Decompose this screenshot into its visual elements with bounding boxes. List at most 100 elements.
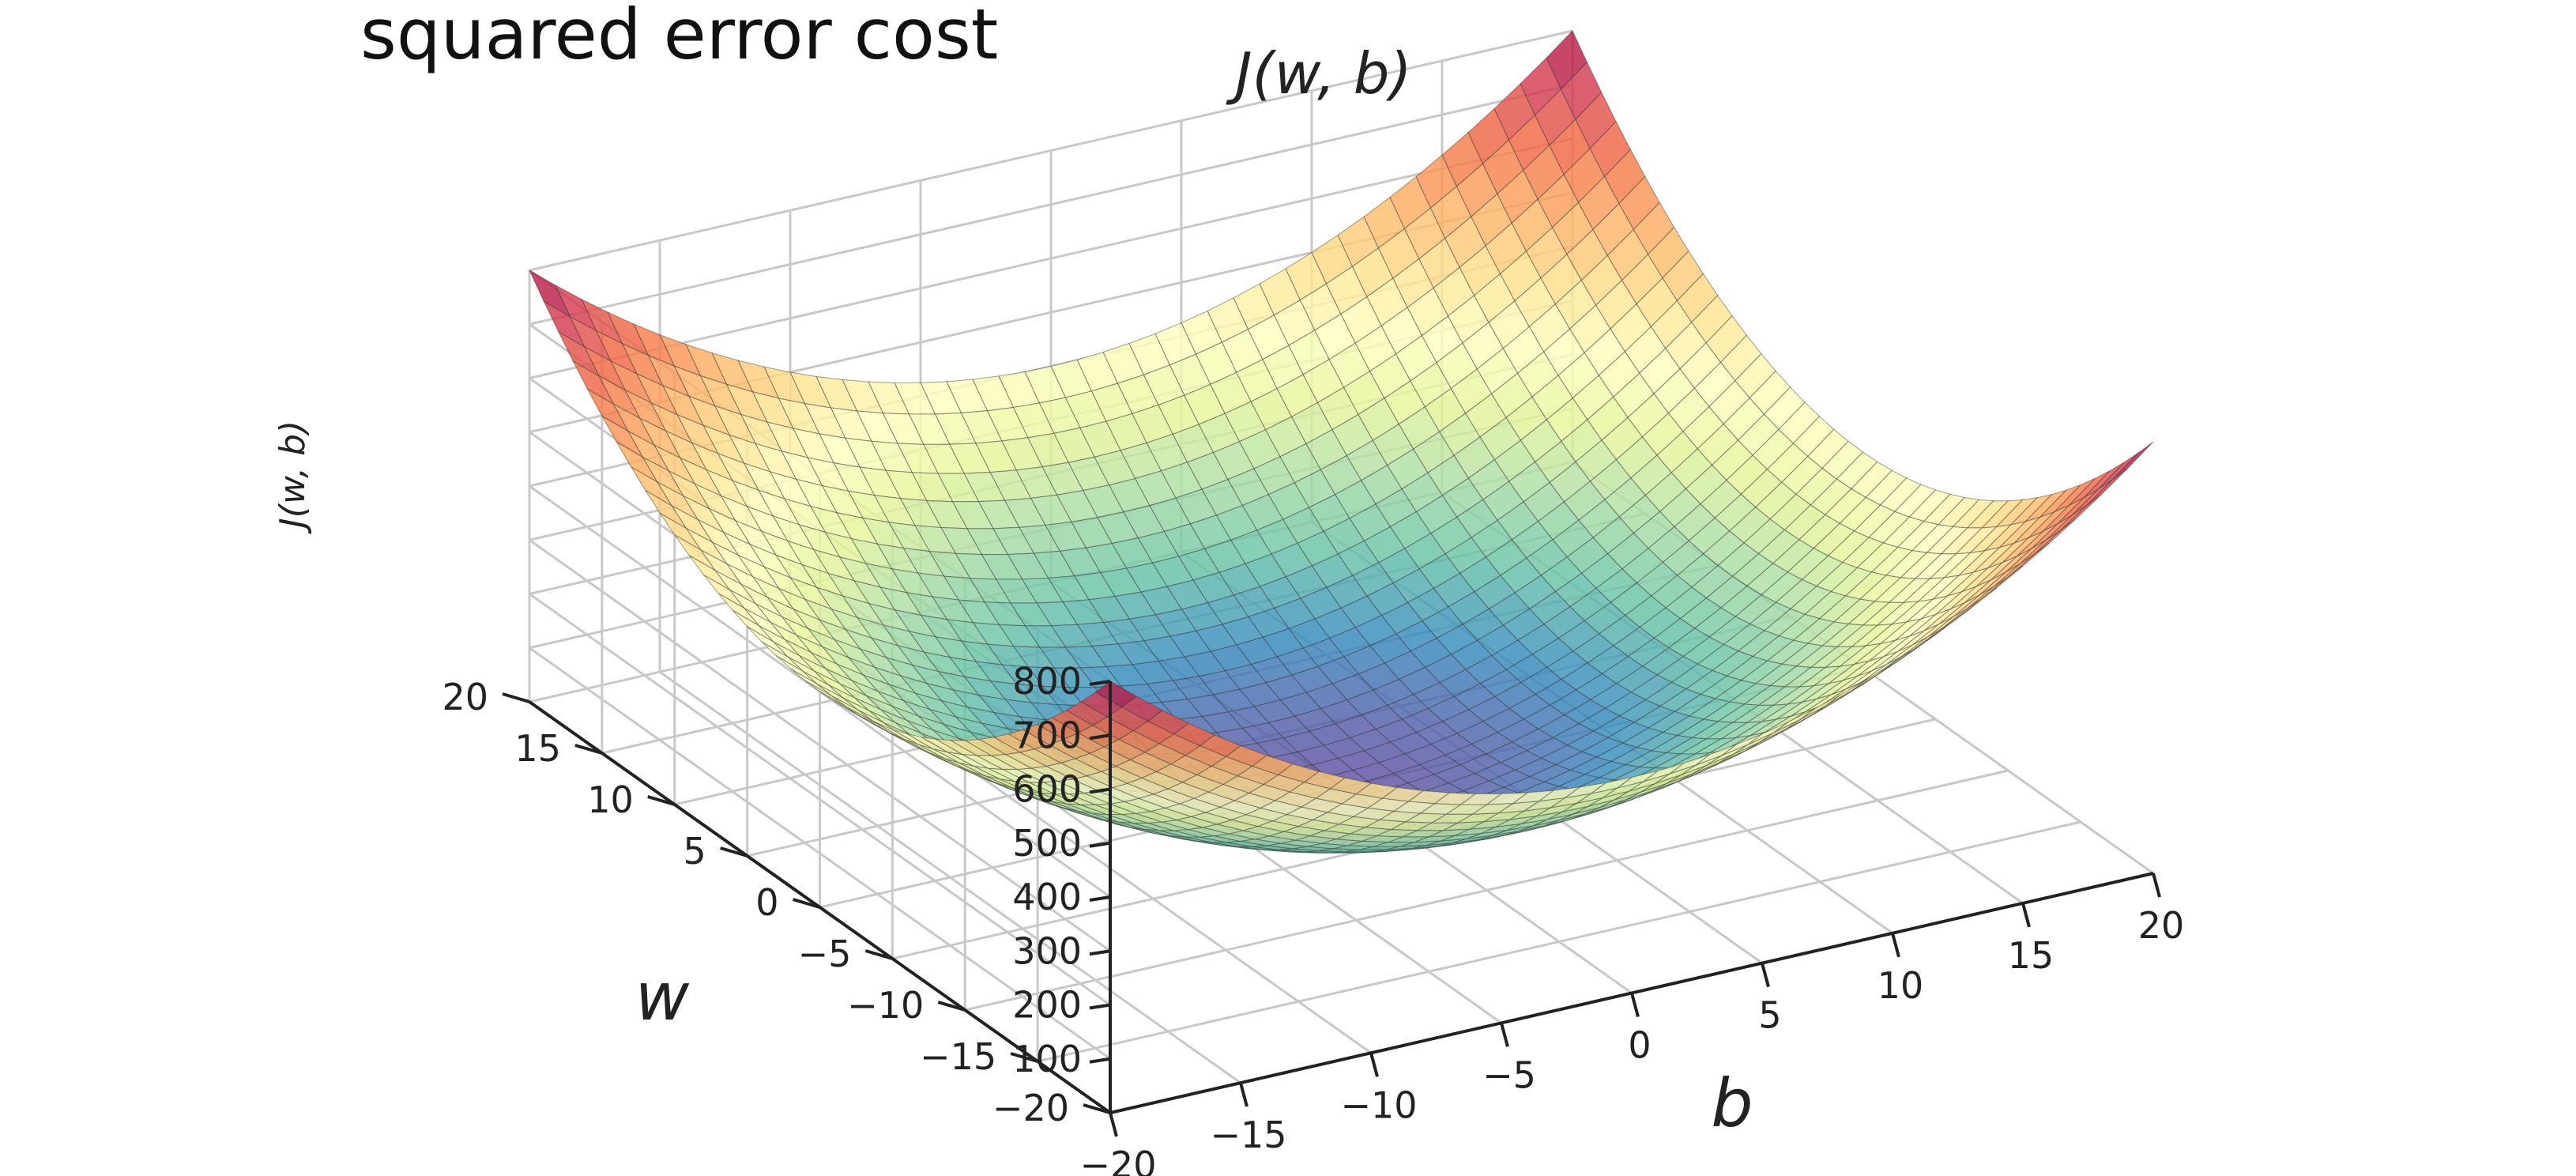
surface-patch — [977, 737, 1022, 756]
b-tick — [1109, 1112, 1118, 1137]
z-tick-label: 600 — [1012, 768, 1082, 811]
surface-patch — [766, 597, 808, 629]
surface-patch — [913, 692, 958, 718]
surface-patch — [1921, 591, 1963, 620]
surface-patch — [612, 402, 656, 447]
surface-patch — [1558, 806, 1600, 821]
grid-line — [529, 83, 1573, 326]
b-tick — [1500, 1022, 1509, 1047]
surface-patch — [892, 729, 934, 750]
surface-patch — [849, 709, 890, 733]
surface-patch — [1025, 790, 1067, 805]
surface-patch — [1845, 664, 1887, 690]
surface-patch — [597, 375, 641, 420]
surface-patch — [1662, 715, 1705, 737]
surface-patch — [947, 752, 989, 769]
b-tick-label: 10 — [1877, 964, 1924, 1007]
w-tick-label: −15 — [920, 1035, 996, 1078]
b-tick-label: 0 — [1628, 1024, 1651, 1067]
surface-patch — [1630, 674, 1673, 701]
surface-patch — [1747, 721, 1789, 745]
surface-patch — [1211, 756, 1253, 777]
surface-patch — [554, 284, 597, 332]
tick-labels: −20 −15 −10 −5 0 5 10 15 20 −20 −15 −10 −5 0 5 10 15 20 10… — [442, 660, 2184, 1176]
surface-patch — [1094, 680, 1138, 708]
w-tick — [937, 1001, 966, 1012]
surface-patch — [1636, 277, 1678, 328]
surface-patch — [1441, 709, 1485, 734]
surface-patch — [755, 443, 797, 481]
surface-patch — [1170, 835, 1212, 843]
b-tick — [1630, 992, 1640, 1018]
surface-patch — [786, 540, 830, 575]
surface-patch — [819, 691, 861, 717]
surface-patch — [1092, 812, 1134, 824]
w-tick — [1010, 1052, 1038, 1063]
surface-patch — [1876, 601, 1920, 626]
surface-patch — [992, 733, 1036, 753]
surface-patch — [1909, 609, 1951, 637]
surface-patch — [868, 710, 910, 735]
surface-patch — [623, 389, 667, 432]
surface-patch — [769, 471, 812, 507]
w-tick — [502, 692, 530, 703]
surface-patch — [737, 360, 780, 399]
surface-patch — [1509, 807, 1551, 820]
surface-patch — [1721, 721, 1762, 740]
w-tick — [720, 846, 748, 858]
surface-patch — [1669, 754, 1711, 775]
surface-patch — [1184, 744, 1227, 767]
surface-patch — [755, 603, 797, 636]
surface-patch — [877, 723, 919, 745]
z-tick-label: 100 — [1012, 1038, 1082, 1080]
w-tick-label: −20 — [992, 1087, 1069, 1129]
surface-patch — [1865, 469, 1908, 506]
surface-patch — [1964, 571, 2006, 604]
surface-patch — [1469, 819, 1511, 830]
surface-patch — [1584, 799, 1626, 815]
surface-patch — [1118, 821, 1160, 831]
surface-patch — [1497, 801, 1539, 814]
surface-patch — [1514, 575, 1557, 610]
b-tick — [2152, 873, 2161, 898]
surface-patch — [1492, 825, 1534, 836]
surface-patch — [1007, 729, 1051, 750]
surface-patch — [1022, 723, 1065, 745]
surface-patch — [1734, 594, 1777, 625]
z-tick — [1089, 787, 1111, 794]
w-tick-label: 15 — [514, 727, 561, 770]
surface-patch — [1311, 812, 1355, 825]
surface-patch — [1297, 819, 1341, 831]
surface-patch — [1163, 803, 1207, 817]
surface-patch — [2083, 462, 2125, 499]
z-tick — [1089, 1057, 1111, 1064]
surface-patch — [2112, 441, 2154, 481]
surface-patch — [1066, 803, 1108, 816]
surface-patch — [1761, 571, 1803, 603]
surface-patch — [1326, 803, 1369, 817]
surface-patch — [1132, 822, 1174, 831]
surface-patch — [2009, 493, 2054, 526]
surface-patch — [1721, 733, 1763, 756]
surface-patch — [1644, 472, 1687, 513]
z-tick — [1089, 680, 1111, 686]
grid-line — [529, 593, 1111, 1006]
surface-patch — [688, 555, 730, 590]
surface-patch — [1717, 542, 1760, 578]
surface-patch — [1457, 812, 1499, 824]
surface-patch — [986, 643, 1030, 668]
z-tick-label: 300 — [1012, 929, 1082, 972]
surface-patch — [656, 481, 699, 521]
b-tick-label: −10 — [1340, 1084, 1417, 1126]
surface-patch — [1617, 770, 1659, 789]
surface-patch — [1033, 744, 1077, 763]
surface-patch — [638, 416, 682, 459]
surface-patch — [1065, 701, 1109, 726]
surface-patch — [1836, 673, 1878, 701]
surface-patch — [948, 740, 993, 756]
surface-patch — [1688, 698, 1731, 720]
w-tick-label: −5 — [798, 933, 852, 975]
b-tick-label: −20 — [1079, 1144, 1156, 1176]
surface-patch — [1053, 427, 1095, 463]
